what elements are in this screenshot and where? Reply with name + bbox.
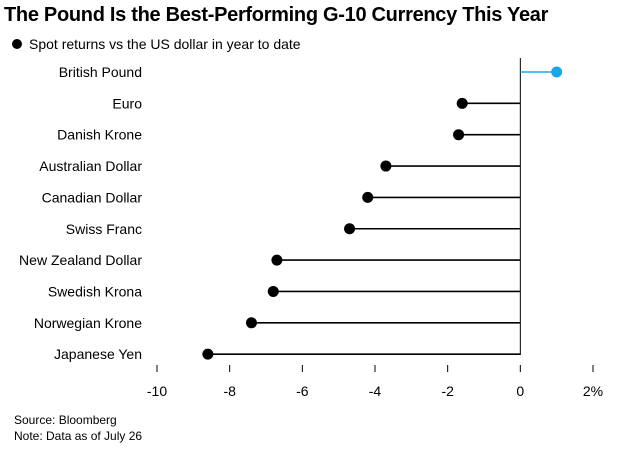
lollipop-dot <box>245 317 257 329</box>
lollipop-dot <box>453 129 465 141</box>
x-tick-label: 2% <box>583 383 603 399</box>
lollipop-dot <box>362 191 374 203</box>
category-label: Australian Dollar <box>39 158 142 174</box>
data-note: Note: Data as of July 26 <box>14 429 143 443</box>
x-tick-label: -8 <box>223 383 236 399</box>
footer: Source: Bloomberg Note: Data as of July … <box>14 412 142 444</box>
lollipop-dot <box>344 223 356 235</box>
lollipop-dot <box>267 285 279 297</box>
category-label: Danish Krone <box>57 127 142 143</box>
x-tick-label: -6 <box>296 383 309 399</box>
lollipop-dot <box>202 348 214 360</box>
category-label: British Pound <box>59 64 142 80</box>
x-tick-label: -2 <box>441 383 454 399</box>
lollipop-dot <box>551 66 563 78</box>
lollipop-dot <box>271 254 283 266</box>
lollipop-dot <box>456 97 468 109</box>
category-label: Canadian Dollar <box>42 189 143 205</box>
category-label: Swedish Krona <box>48 283 142 299</box>
legend: Spot returns vs the US dollar in year to… <box>12 36 301 52</box>
x-tick-label: 0 <box>516 383 524 399</box>
legend-label: Spot returns vs the US dollar in year to… <box>29 36 301 52</box>
x-tick-label: -10 <box>147 383 167 399</box>
lollipop-dot <box>380 160 392 172</box>
category-label: Norwegian Krone <box>34 315 142 331</box>
source-note: Source: Bloomberg <box>14 413 117 427</box>
category-label: New Zealand Dollar <box>19 252 142 268</box>
category-label: Japanese Yen <box>54 346 142 362</box>
category-label: Euro <box>112 95 142 111</box>
category-label: Swiss Franc <box>66 221 142 237</box>
legend-marker <box>12 39 22 49</box>
chart-title: The Pound Is the Best-Performing G-10 Cu… <box>4 4 549 26</box>
x-tick-label: -4 <box>369 383 382 399</box>
